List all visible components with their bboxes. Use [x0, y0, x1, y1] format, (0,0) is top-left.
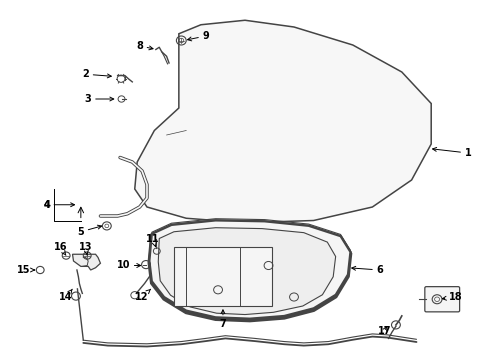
Text: 5: 5 [77, 225, 101, 237]
Text: 11: 11 [146, 234, 160, 247]
Bar [174, 247, 272, 306]
Text: 12: 12 [135, 289, 150, 302]
Text: 9: 9 [188, 31, 209, 41]
Text: 4: 4 [43, 200, 50, 210]
Text: 14: 14 [59, 289, 73, 302]
Text: 7: 7 [220, 310, 226, 329]
Text: 4: 4 [43, 200, 74, 210]
Text: 2: 2 [82, 69, 111, 79]
Polygon shape [73, 254, 100, 270]
Polygon shape [135, 20, 431, 223]
Text: 13: 13 [79, 243, 93, 255]
Text: 1: 1 [433, 148, 471, 158]
Text: 18: 18 [442, 292, 463, 302]
Text: 16: 16 [53, 243, 67, 255]
Text: 15: 15 [17, 265, 35, 275]
FancyBboxPatch shape [425, 287, 460, 312]
Text: 17: 17 [378, 326, 392, 336]
Text: 3: 3 [85, 94, 114, 104]
Polygon shape [149, 220, 350, 319]
Polygon shape [158, 228, 336, 315]
Text: 8: 8 [136, 41, 153, 51]
Text: 10: 10 [117, 261, 141, 270]
Text: 6: 6 [352, 265, 383, 275]
